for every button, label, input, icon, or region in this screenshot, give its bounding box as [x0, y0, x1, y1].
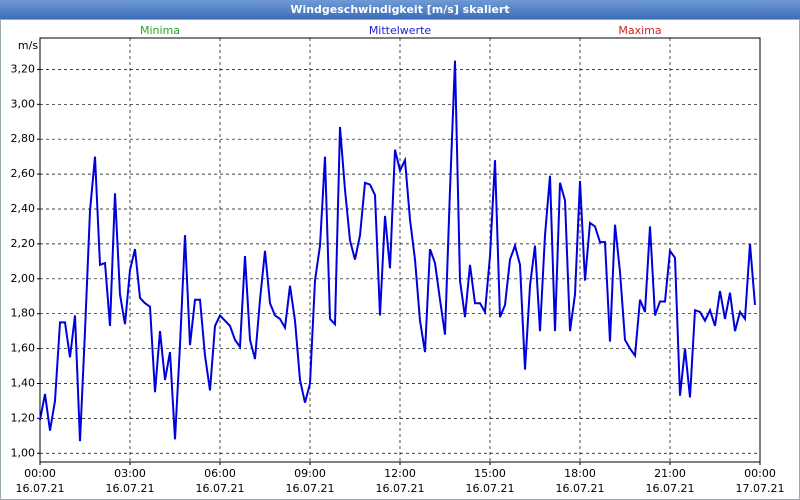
chart-title: Windgeschwindigkeit [m/s] skaliert — [0, 0, 800, 19]
y-tick-label: 2,80 — [11, 132, 36, 145]
x-tick-label: 00:00 16.07.21 — [15, 467, 65, 495]
x-tick-label: 06:00 16.07.21 — [195, 467, 245, 495]
y-tick-label: 2,60 — [11, 167, 36, 180]
x-tick-label: 12:00 16.07.21 — [375, 467, 425, 495]
y-tick-label: 1,60 — [11, 342, 36, 355]
x-tick-label: 15:00 16.07.21 — [465, 467, 515, 495]
x-tick-label: 21:00 16.07.21 — [645, 467, 695, 495]
x-tick-label: 18:00 16.07.21 — [555, 467, 605, 495]
y-tick-label: 3,00 — [11, 97, 36, 110]
y-tick-label: 3,20 — [11, 62, 36, 75]
data-line — [39, 60, 756, 442]
x-tick-label: 09:00 16.07.21 — [285, 467, 335, 495]
y-tick-label: 2,20 — [11, 237, 36, 250]
x-tick-label: 00:00 17.07.21 — [735, 467, 785, 495]
legend-entry: Mittelwerte — [369, 24, 432, 37]
y-tick-label: 1,20 — [11, 411, 36, 424]
x-tick-label: 03:00 16.07.21 — [105, 467, 155, 495]
y-tick-label: 2,40 — [11, 202, 36, 215]
legend-entry: Maxima — [618, 24, 661, 37]
y-tick-label: 2,00 — [11, 272, 36, 285]
y-tick-label: 1,00 — [11, 446, 36, 459]
y-tick-label: 1,80 — [11, 307, 36, 320]
y-axis-label: m/s — [18, 39, 38, 52]
y-tick-label: 1,40 — [11, 376, 36, 389]
legend-entry: Minima — [140, 24, 180, 37]
